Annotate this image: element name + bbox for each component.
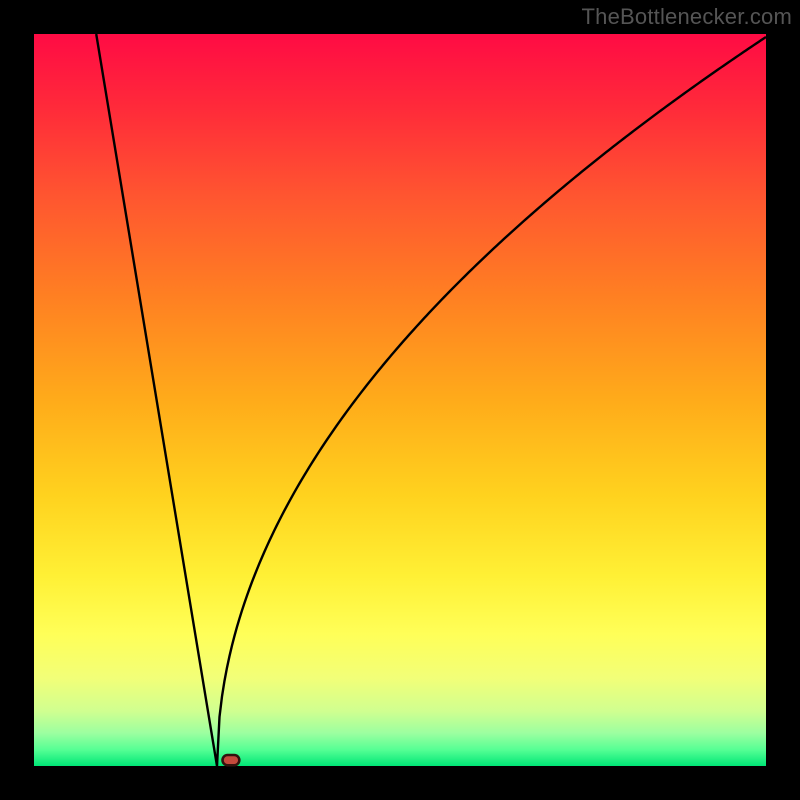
bottleneck-chart xyxy=(0,0,800,800)
chart-container: TheBottlenecker.com xyxy=(0,0,800,800)
optimum-marker xyxy=(222,755,239,765)
plot-background-gradient xyxy=(34,34,766,766)
